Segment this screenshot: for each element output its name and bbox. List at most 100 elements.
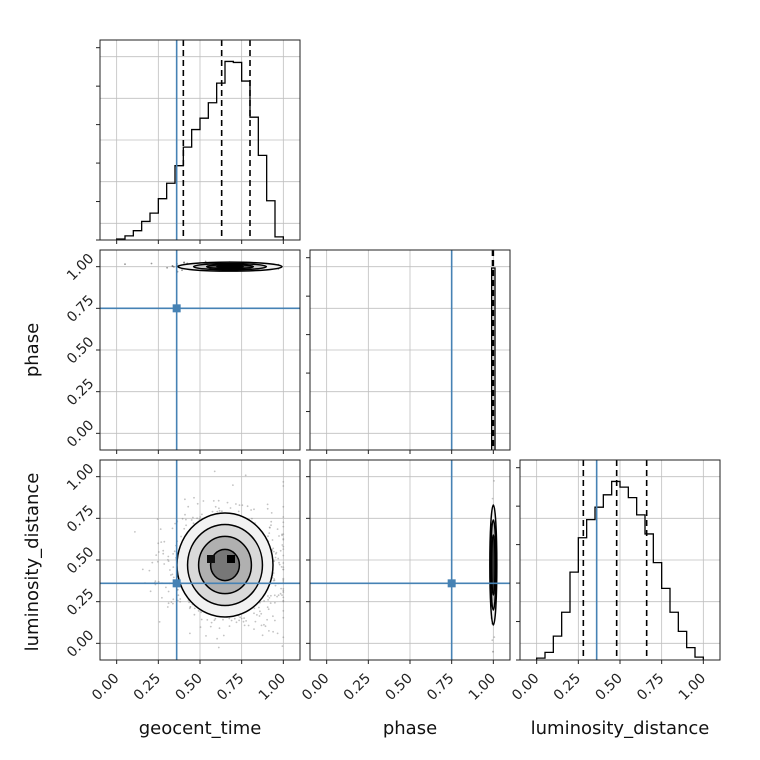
geocent-lumdist-sample — [159, 528, 162, 530]
luminosity_distance-ytick-label-0: 0.00 — [64, 627, 97, 660]
geocent-phase-frame — [99, 249, 301, 451]
phase-band-sample — [166, 266, 169, 269]
geocent-lumdist-sample — [278, 561, 280, 564]
geocent-lumdist-sample — [199, 626, 202, 628]
geocent-lumdist-sample — [243, 617, 246, 619]
geocent_time-xtick-label-2: 0.50 — [172, 670, 205, 703]
geocent-lumdist-sample — [211, 510, 214, 513]
luminosity_distance-ytick-label-2: 0.50 — [64, 544, 97, 577]
geocent-lumdist-sample — [228, 625, 231, 627]
geocent-time-hist-frame — [99, 39, 301, 241]
panel-luminosity-distance-hist: 0.00 0.25 0.50 0.75 1.00 — [509, 459, 721, 704]
phase-lumdist-sample — [491, 497, 494, 500]
truth-marker — [172, 304, 181, 313]
geocent-lumdist-sample — [282, 568, 285, 571]
phase-ytick-label-2: 0.50 — [64, 334, 97, 367]
geocent-lumdist-sample — [279, 549, 282, 552]
geocent-lumdist-sample — [253, 607, 256, 610]
luminosity_distance-ytick-label-3: 0.75 — [64, 502, 97, 535]
luminosity_distance-xtick-label-0: 0.00 — [509, 670, 542, 703]
geocent-lumdist-sample — [274, 556, 277, 559]
phase-lumdist-contour-2 — [490, 534, 496, 596]
geocent-lumdist-sample — [281, 534, 283, 537]
geocent-lumdist-sample — [281, 594, 283, 596]
geocent-lumdist-sample — [162, 549, 165, 552]
geocent-lumdist-sample — [163, 540, 166, 543]
geocent-lumdist-sample — [238, 619, 241, 622]
geocent-lumdist-sample — [214, 617, 217, 620]
geocent-lumdist-sample — [264, 625, 267, 628]
geocent-lumdist-sample — [216, 510, 219, 513]
geocent-lumdist-sample — [274, 619, 276, 622]
geocent-lumdist-sample — [273, 578, 276, 580]
geocent-lumdist-sample — [247, 624, 250, 627]
phase-histogram — [491, 267, 496, 450]
geocent-lumdist-sample — [169, 569, 171, 571]
geocent-lumdist-sample — [181, 517, 184, 520]
geocent-lumdist-sample — [149, 590, 152, 593]
geocent-lumdist-sample — [206, 619, 209, 621]
geocent-lumdist-sample — [156, 518, 159, 520]
geocent-lumdist-sample — [201, 513, 203, 516]
geocent-lumdist-sample — [222, 618, 224, 621]
geocent-lumdist-sample — [161, 596, 163, 599]
geocent-lumdist-sample — [282, 525, 285, 528]
geocent-lumdist-sample — [134, 531, 136, 533]
geocent-lumdist-peak-1 — [227, 555, 235, 563]
phase-ytick-label-0: 0.00 — [64, 417, 97, 450]
geocent-lumdist-sample — [214, 505, 217, 508]
geocent-lumdist-sample — [271, 539, 274, 541]
geocent-lumdist-sample — [266, 618, 268, 621]
phase-ytick-label-1: 0.25 — [64, 376, 97, 409]
geocent-lumdist-sample — [228, 617, 231, 620]
geocent-lumdist-sample — [172, 602, 174, 605]
geocent-lumdist-sample — [235, 503, 237, 505]
luminosity_distance-xtick-label-1: 0.25 — [551, 670, 584, 703]
geocent-lumdist-sample — [199, 516, 202, 518]
geocent-phase-core — [216, 264, 244, 270]
geocent-lumdist-sample — [213, 470, 216, 473]
geocent-lumdist-sample — [172, 553, 175, 555]
luminosity_distance-ytick-label-1: 0.25 — [64, 586, 97, 619]
geocent-lumdist-sample — [250, 509, 253, 511]
geocent-lumdist-sample — [267, 608, 270, 611]
geocent-lumdist-sample — [274, 553, 277, 555]
panel-geocent-time-vs-luminosity-distance: 0.00 0.25 0.50 0.75 1.000.000.250.500.751.00 — [64, 459, 301, 704]
geocent-lumdist-sample — [260, 624, 263, 627]
phase-ytick-label-4: 1.00 — [64, 251, 97, 284]
geocent-lumdist-sample — [141, 568, 144, 571]
geocent-lumdist-sample — [180, 535, 183, 538]
geocent-lumdist-sample — [205, 635, 207, 637]
geocent-lumdist-sample — [179, 600, 182, 603]
geocent-lumdist-sample — [253, 628, 255, 630]
geocent-lumdist-sample — [268, 526, 271, 529]
xlabel-phase: phase — [383, 718, 437, 739]
geocent-lumdist-sample — [187, 505, 190, 508]
geocent-lumdist-sample — [241, 504, 244, 507]
geocent-lumdist-sample — [282, 589, 285, 592]
geocent-lumdist-sample — [218, 509, 221, 512]
geocent-lumdist-sample — [282, 521, 285, 524]
geocent-lumdist-sample — [279, 592, 282, 595]
geocent-lumdist-sample — [242, 620, 245, 623]
luminosity_distance-histogram — [536, 480, 704, 660]
geocent-lumdist-sample — [235, 621, 238, 624]
geocent-lumdist-sample — [276, 528, 279, 530]
geocent_time-xtick-label-0: 0.00 — [89, 670, 122, 703]
geocent-lumdist-sample — [226, 501, 229, 504]
phase-hist-frame — [309, 249, 511, 451]
geocent-lumdist-sample — [282, 636, 285, 639]
geocent-lumdist-sample — [167, 558, 169, 561]
geocent-lumdist-sample — [282, 580, 285, 582]
geocent-lumdist-sample — [251, 517, 253, 520]
geocent-lumdist-sample — [282, 545, 285, 548]
geocent-lumdist-sample — [282, 599, 285, 602]
geocent-lumdist-sample — [240, 617, 243, 620]
geocent-lumdist-peak-0 — [207, 555, 215, 563]
geocent-lumdist-sample — [218, 507, 220, 510]
geocent-lumdist-sample — [170, 574, 172, 576]
geocent-lumdist-sample — [268, 630, 270, 632]
geocent-lumdist-sample — [274, 584, 277, 587]
geocent-lumdist-sample — [222, 634, 225, 637]
